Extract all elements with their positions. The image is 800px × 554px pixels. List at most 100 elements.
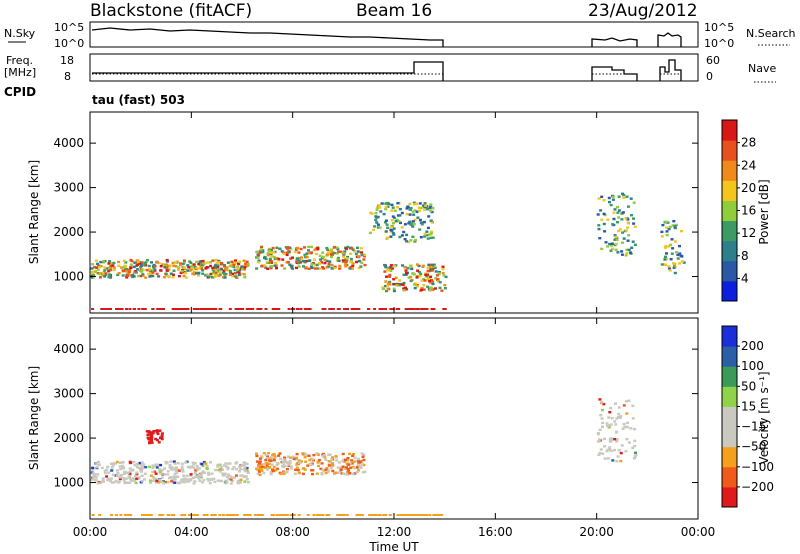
data-cell xyxy=(316,267,320,270)
data-cell xyxy=(289,514,293,516)
data-cell xyxy=(145,259,149,262)
data-cell xyxy=(146,436,150,439)
data-cell xyxy=(281,460,285,464)
data-cell xyxy=(232,263,236,266)
data-cell xyxy=(200,267,203,270)
data-cell xyxy=(351,454,355,458)
x-tick-label: 12:00 xyxy=(377,525,412,539)
data-cell xyxy=(335,459,339,462)
data-cell xyxy=(147,272,151,276)
data-cell xyxy=(238,465,242,468)
data-cell xyxy=(423,232,427,236)
data-cell xyxy=(213,275,217,278)
data-cell xyxy=(272,453,276,456)
data-cell xyxy=(149,272,153,275)
data-cell xyxy=(376,206,380,209)
data-cell xyxy=(367,308,371,310)
data-cell xyxy=(182,274,186,278)
data-cell xyxy=(421,514,424,516)
data-cell xyxy=(238,260,242,263)
data-cell xyxy=(599,448,603,451)
data-cell xyxy=(259,250,263,253)
data-cell xyxy=(310,251,314,254)
data-cell xyxy=(309,265,313,268)
nsearch-label: N.Search xyxy=(746,27,796,40)
data-cell xyxy=(298,256,301,260)
data-cell xyxy=(150,432,154,435)
data-cell xyxy=(257,462,261,465)
data-cell xyxy=(256,472,260,476)
data-cell xyxy=(107,262,111,265)
data-cell xyxy=(291,256,294,259)
data-cell xyxy=(124,477,128,480)
data-cell xyxy=(140,480,144,483)
data-cell xyxy=(377,204,381,207)
data-cell xyxy=(598,451,602,455)
data-cell xyxy=(228,269,232,273)
data-cell xyxy=(256,308,260,310)
data-cell xyxy=(129,479,133,483)
data-cell xyxy=(602,212,606,216)
data-cell xyxy=(282,471,286,474)
data-cell xyxy=(172,476,176,480)
data-cell xyxy=(262,471,266,475)
data-cell xyxy=(251,308,255,310)
noise-left-bottom-tick: 10^0 xyxy=(54,37,84,50)
data-cell xyxy=(153,470,157,473)
data-cell xyxy=(285,471,289,474)
noise-panel: N.Sky 10^5 10^0 10^5 10^0 N.Search xyxy=(4,21,796,50)
data-cell xyxy=(630,246,634,249)
data-cell xyxy=(420,288,423,292)
data-cell xyxy=(431,265,435,268)
data-cell xyxy=(431,267,435,271)
data-cell xyxy=(206,477,210,481)
data-cell xyxy=(415,285,419,288)
data-cell xyxy=(420,223,424,226)
data-cell xyxy=(405,514,409,516)
data-cell xyxy=(338,267,342,270)
data-cell xyxy=(263,463,267,466)
data-cell xyxy=(291,267,295,270)
data-cell xyxy=(350,247,354,250)
data-cell xyxy=(209,461,212,464)
data-cell xyxy=(373,514,377,516)
data-cell xyxy=(305,252,309,255)
data-cell xyxy=(121,269,125,273)
data-cell xyxy=(186,308,190,310)
data-cell xyxy=(598,398,602,401)
data-cell xyxy=(359,460,363,463)
data-cell xyxy=(191,476,195,480)
data-cell xyxy=(234,474,238,477)
data-cell xyxy=(441,265,445,268)
data-cell xyxy=(610,417,614,420)
data-cell xyxy=(265,457,269,460)
data-cell xyxy=(423,308,427,310)
data-cell xyxy=(144,276,148,279)
data-cell xyxy=(124,265,128,268)
data-cell xyxy=(351,248,355,251)
data-cell xyxy=(343,252,346,255)
data-cell xyxy=(633,444,637,448)
data-cell xyxy=(413,240,417,243)
data-cell xyxy=(292,457,296,461)
data-cell xyxy=(355,466,359,469)
data-cell xyxy=(388,266,392,269)
data-cell xyxy=(327,514,331,516)
data-cell xyxy=(258,473,262,476)
data-cell xyxy=(294,468,298,471)
station-title: Blackstone (fitACF) xyxy=(90,1,252,21)
data-cell xyxy=(169,272,173,275)
data-cell xyxy=(392,289,396,293)
data-cell xyxy=(110,514,113,516)
data-cell xyxy=(406,267,410,270)
data-cell xyxy=(621,192,624,195)
data-cell xyxy=(177,481,180,485)
data-cell xyxy=(293,250,297,254)
data-cell xyxy=(611,223,615,226)
data-cell xyxy=(201,272,205,275)
data-cell xyxy=(338,264,342,268)
data-cell xyxy=(179,262,182,265)
data-cell xyxy=(602,402,606,406)
data-cell xyxy=(289,467,293,470)
data-cell xyxy=(127,481,131,485)
